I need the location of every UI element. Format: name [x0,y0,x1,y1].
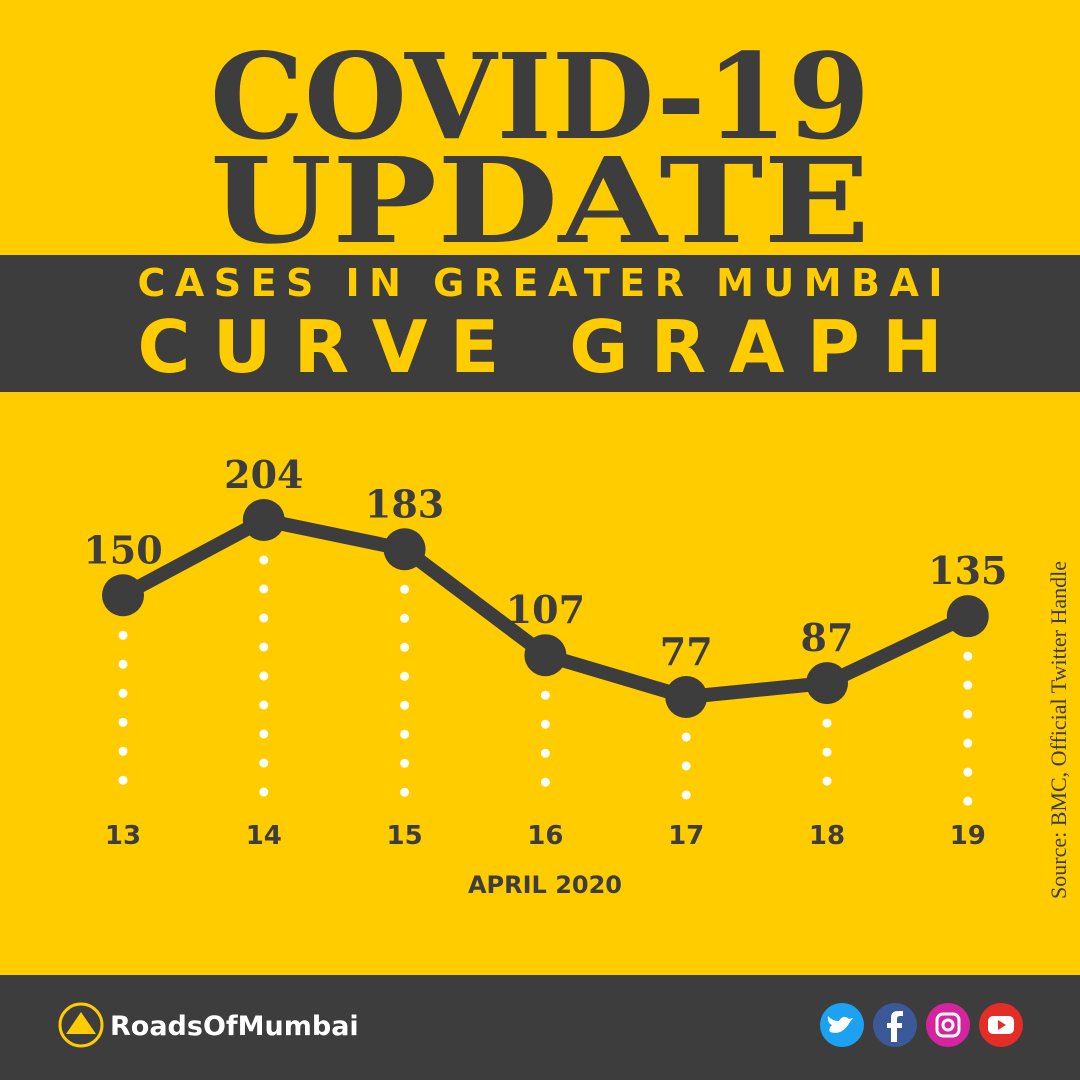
value-label: 150 [83,527,162,572]
x-axis-label: APRIL 2020 [468,871,622,899]
social-icons [820,1003,1023,1047]
brand-logo [58,1002,104,1048]
guide-dot [540,719,550,729]
value-label: 183 [365,481,444,526]
guide-dot [400,671,410,681]
x-tick-label: 18 [809,821,845,851]
guide-dot [963,709,973,719]
subtitle-line2: CURVE GRAPH [138,305,943,389]
guide-dot [400,700,410,710]
brand: RoadsOfMumbai [110,1011,359,1042]
value-label: 135 [928,548,1007,593]
guide-dot [963,651,973,661]
guide-dot [259,787,269,797]
point [242,499,285,541]
value-label: 77 [660,629,713,674]
guide-dot [540,777,550,787]
title-line2: UPDATE [210,131,870,270]
guide-dot [118,688,128,698]
guide-dot [118,746,128,756]
guide-dot [259,729,269,739]
guide-dot [259,555,269,565]
point [102,574,144,617]
guide-dot [681,790,691,800]
value-label: 107 [506,587,585,632]
guide-dot [118,717,128,727]
x-tick-label: 13 [105,821,141,851]
guide-dot [963,738,973,748]
guide-dot [963,680,973,690]
value-label: 87 [801,615,854,660]
x-tick-label: 17 [668,821,704,851]
x-tick-label: 15 [387,821,423,851]
point [946,595,989,638]
guide-dot [259,758,269,768]
guide-dot [118,659,128,669]
x-tick-label: 19 [950,821,986,851]
guide-dot [118,630,128,640]
x-tick-label: 16 [527,821,563,851]
guide-dot [681,732,691,742]
guide-dot [400,613,410,623]
value-label: 204 [224,452,303,497]
guide-dot [400,729,410,739]
guide-dot [118,775,128,785]
header-band [0,255,1080,392]
point [524,634,567,677]
point [383,528,426,571]
x-tick-label: 14 [246,821,282,851]
guide-dot [963,796,973,806]
guide-dot [259,584,269,594]
guide-dot [259,613,269,623]
guide-dot [259,700,269,710]
guide-dot [540,748,550,758]
guide-dot [259,671,269,681]
title: COVID-19 [210,27,870,166]
guide-dot [400,642,410,652]
point [806,662,848,705]
guide-dot [400,584,410,594]
instagram-icon[interactable] [926,1003,970,1047]
guide-dot [822,747,832,757]
guide-dot [540,690,550,700]
guide-dot [400,787,410,797]
guide-dot [963,767,973,777]
guide-dot [822,776,832,786]
guide-dot [822,718,832,728]
guide-dot [681,761,691,771]
source: Source: BMC, Official Twitter Handle [1046,561,1071,899]
guide-dot [259,642,269,652]
point [665,676,708,718]
guide-dot [400,758,410,768]
